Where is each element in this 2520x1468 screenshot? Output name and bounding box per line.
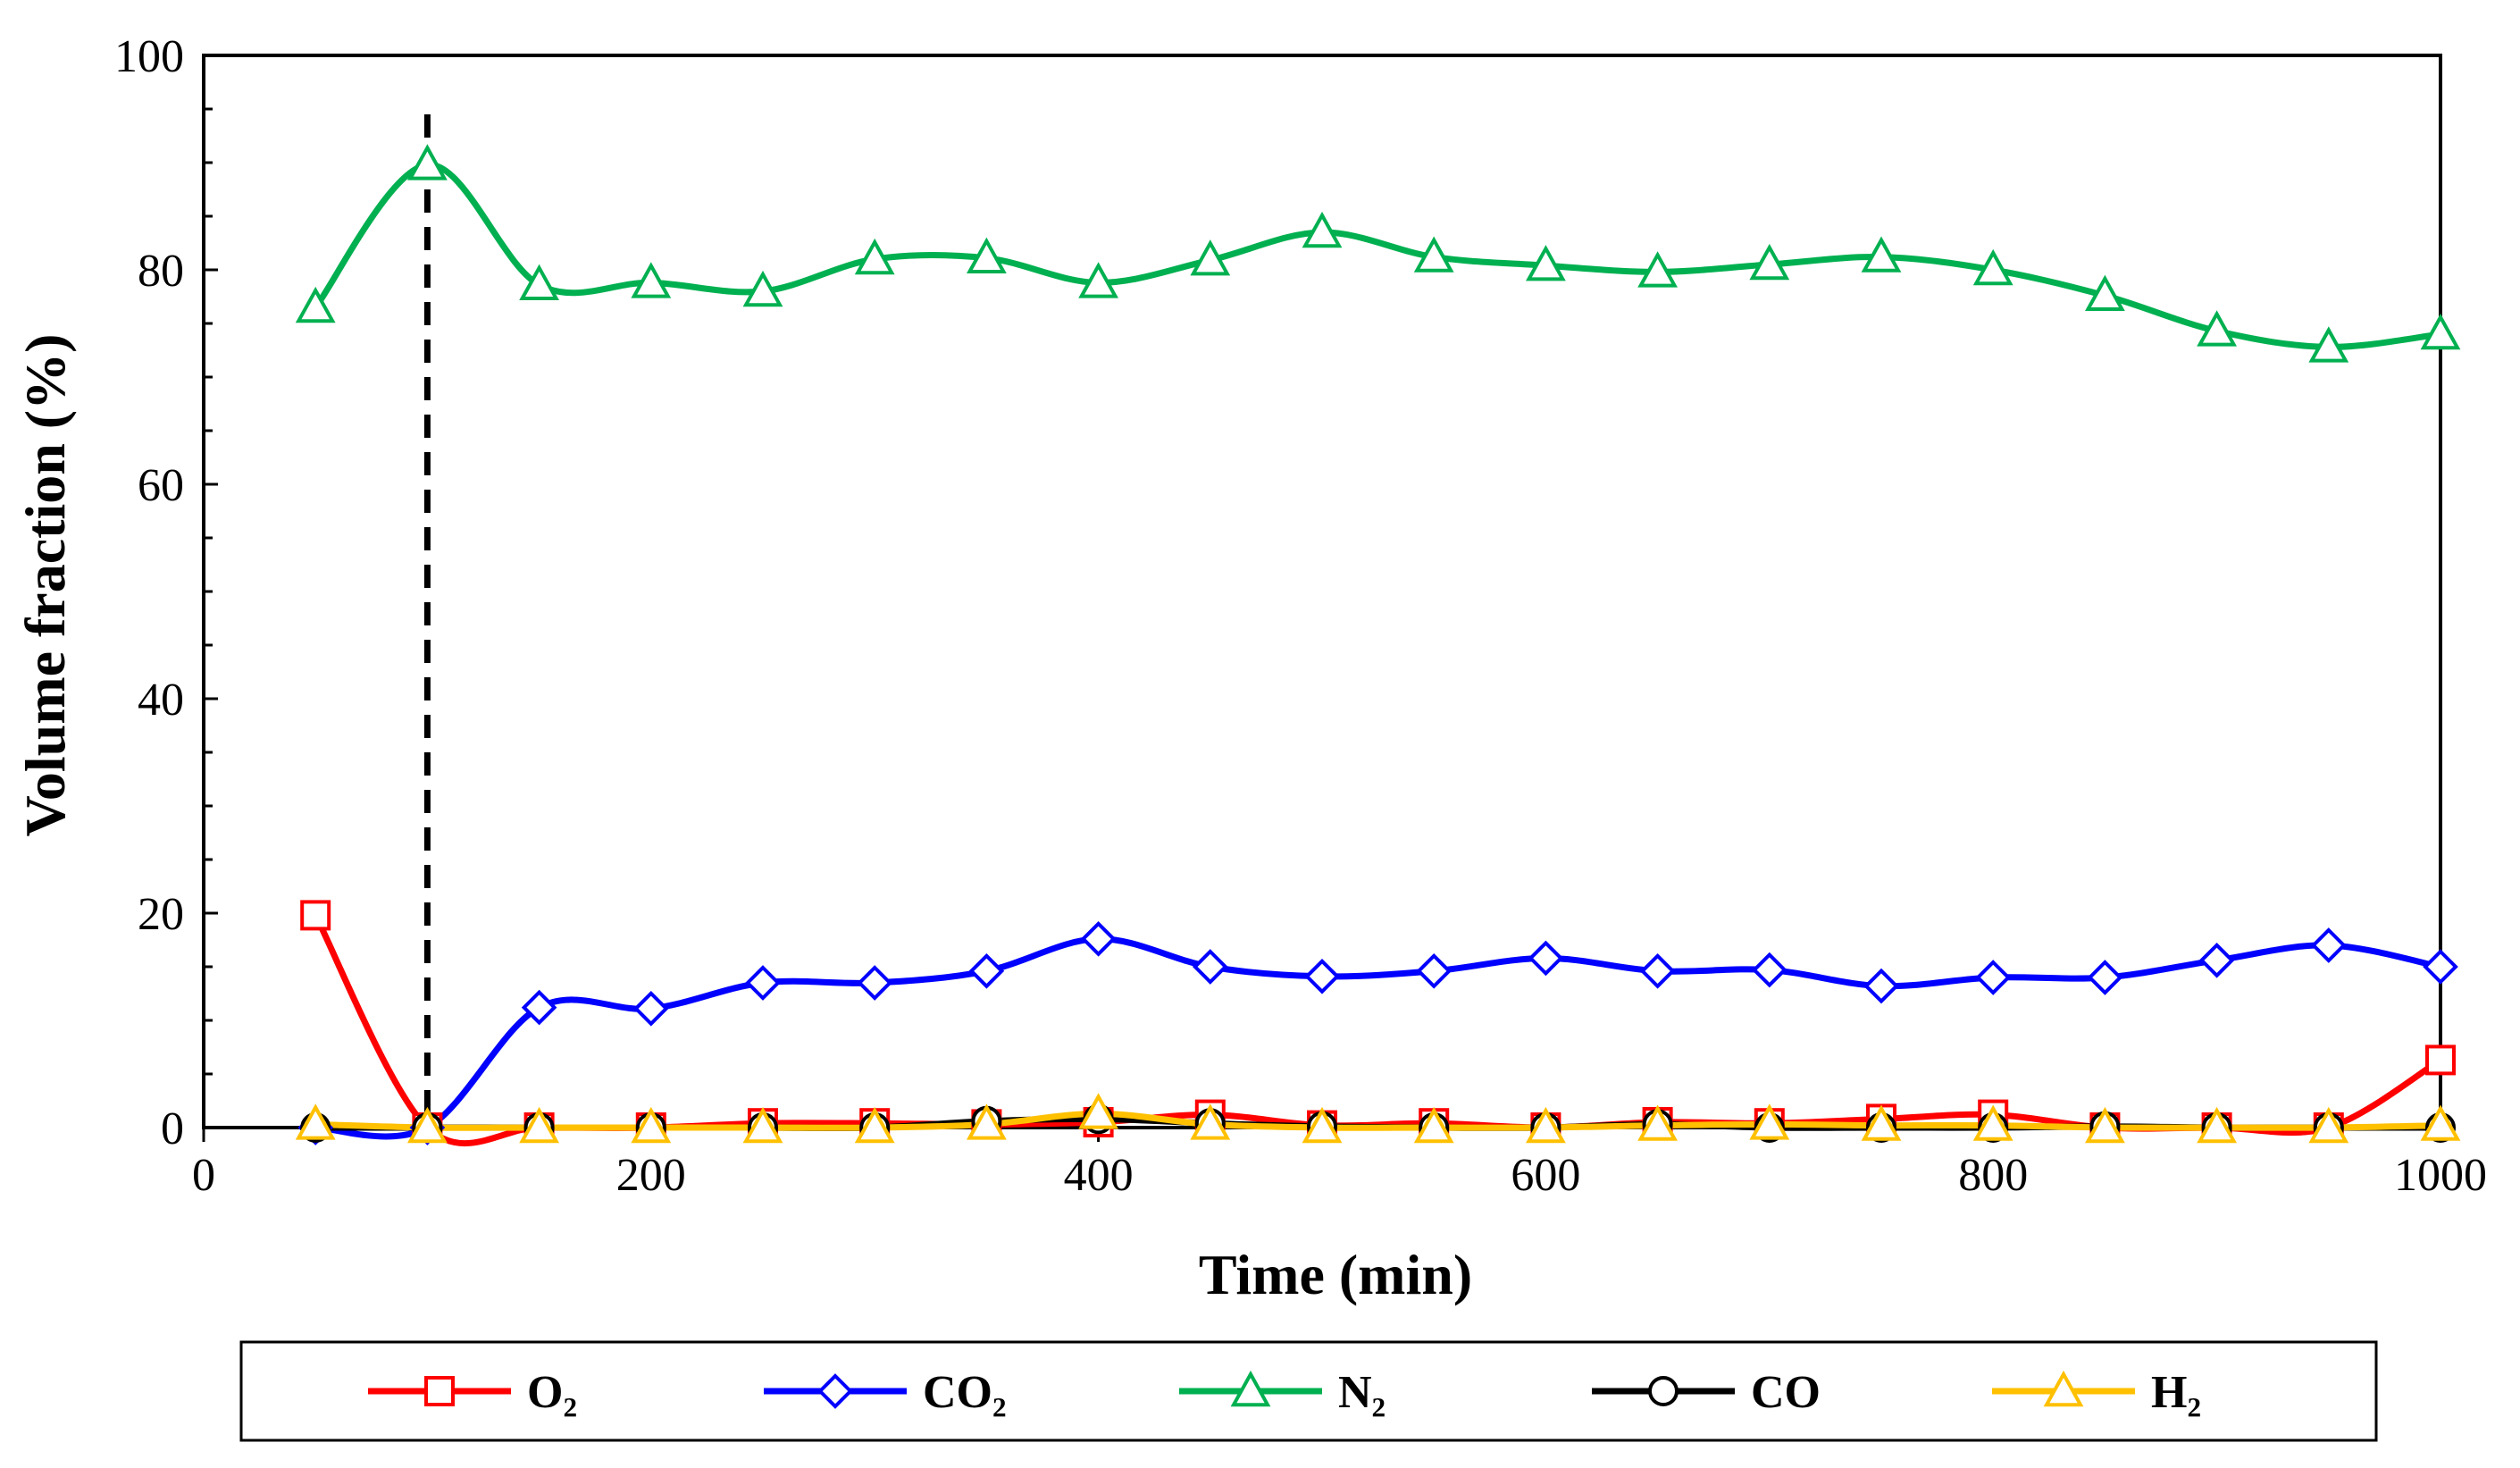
data-point-n2	[519, 264, 559, 300]
series-line-n2	[313, 161, 2441, 350]
data-point-n2	[2420, 313, 2461, 350]
data-point-n2	[742, 270, 783, 307]
data-point-h2	[742, 1106, 783, 1144]
data-point-n2	[2085, 274, 2125, 311]
data-point-co2	[632, 990, 669, 1027]
data-point-h2	[295, 1103, 336, 1140]
data-point-co2	[968, 952, 1005, 989]
data-point-o2	[300, 900, 331, 931]
data-point-co2	[745, 965, 781, 1001]
data-point-co2	[521, 989, 557, 1026]
x-tick-label: 0	[192, 1150, 215, 1201]
data-point-h2	[1637, 1104, 1678, 1141]
data-point-h2	[967, 1103, 1007, 1140]
data-point-n2	[407, 144, 448, 180]
legend-label-o2: O₂	[527, 1367, 577, 1418]
data-point-n2	[1526, 245, 1566, 281]
data-point-co2	[1863, 968, 1899, 1004]
y-tick-label: 60	[138, 460, 184, 511]
data-point-h2	[1302, 1106, 1343, 1144]
data-point-h2	[1526, 1106, 1566, 1144]
data-point-h2	[1749, 1103, 1790, 1140]
y-tick-label: 40	[138, 675, 184, 726]
legend-label-co2: CO₂	[923, 1367, 1007, 1418]
data-point-co2	[1975, 960, 2012, 995]
data-point-h2	[407, 1106, 448, 1144]
legend-marker-co2	[817, 1373, 853, 1409]
data-point-co2	[1192, 949, 1228, 985]
data-point-co2	[1639, 952, 1676, 989]
data-point-h2	[854, 1106, 895, 1144]
data-point-co2	[2310, 927, 2347, 963]
x-tick-label: 400	[1064, 1150, 1134, 1201]
data-point-co2	[857, 965, 893, 1001]
data-point-co2	[1080, 920, 1117, 957]
x-tick-label: 1000	[2394, 1150, 2487, 1201]
data-point-n2	[854, 238, 895, 275]
data-point-h2	[1861, 1104, 1902, 1141]
data-point-co2	[1304, 958, 1340, 994]
data-point-h2	[2197, 1106, 2237, 1144]
data-point-n2	[1861, 236, 1902, 273]
data-point-co2	[2087, 960, 2123, 995]
data-point-n2	[2197, 310, 2237, 347]
data-point-co2	[1528, 940, 1564, 977]
y-tick-label: 20	[138, 889, 184, 940]
data-point-h2	[1413, 1106, 1454, 1144]
x-axis-label: Time (min)	[1199, 1243, 1472, 1306]
data-point-h2	[2420, 1104, 2461, 1141]
data-point-h2	[1190, 1103, 1231, 1140]
legend-label-n2: N₂	[1338, 1367, 1386, 1418]
y-tick-label: 80	[138, 246, 184, 297]
legend-label-h2: H₂	[2151, 1367, 2201, 1418]
data-point-h2	[1972, 1104, 2013, 1141]
data-point-co2	[1416, 952, 1453, 989]
y-tick-label: 0	[161, 1103, 184, 1154]
data-point-n2	[1190, 239, 1231, 276]
data-point-co2	[2198, 942, 2235, 978]
x-tick-label: 600	[1511, 1150, 1580, 1201]
legend-marker-o2	[424, 1376, 455, 1406]
data-point-h2	[519, 1106, 559, 1144]
y-axis-label: Volume fraction (%)	[13, 334, 77, 837]
legend-marker-n2	[1230, 1370, 1271, 1407]
data-point-co2	[1751, 952, 1787, 988]
data-point-h2	[2085, 1106, 2125, 1144]
data-point-n2	[1413, 236, 1454, 273]
legend-marker-h2	[2043, 1370, 2084, 1407]
data-point-n2	[295, 286, 336, 323]
data-point-o2	[2425, 1044, 2456, 1076]
data-point-n2	[631, 262, 672, 298]
data-point-n2	[1749, 243, 1790, 281]
data-point-n2	[1637, 251, 1678, 288]
x-tick-label: 800	[1958, 1150, 2028, 1201]
data-point-n2	[2308, 326, 2349, 363]
data-point-h2	[1078, 1093, 1118, 1129]
y-tick-label: 100	[114, 31, 184, 82]
data-point-n2	[1302, 211, 1343, 248]
data-point-n2	[1972, 248, 2013, 286]
data-point-h2	[2308, 1106, 2349, 1144]
data-point-co2	[2423, 949, 2458, 985]
data-point-n2	[967, 237, 1007, 273]
data-point-h2	[631, 1106, 672, 1144]
data-point-n2	[1078, 262, 1118, 298]
legend-marker-co	[1648, 1376, 1679, 1406]
legend-label-co: CO	[1751, 1367, 1821, 1418]
x-tick-label: 200	[616, 1150, 686, 1201]
